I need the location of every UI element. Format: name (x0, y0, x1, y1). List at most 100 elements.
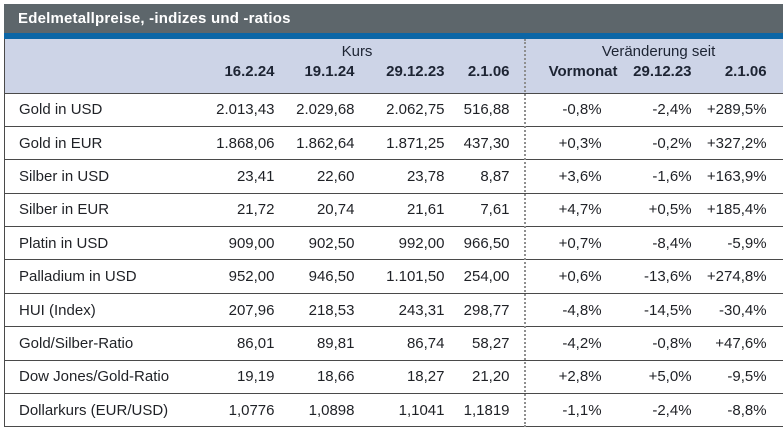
table-title: Edelmetallpreise, -indizes und -ratios (18, 10, 291, 27)
row-label: Palladium in USD (4, 259, 205, 294)
kurs-cell: 1.862,64 (274, 126, 355, 161)
change-cell: -2,4% (621, 93, 692, 127)
kurs-cell: 1,0898 (274, 393, 355, 428)
col-header-vormonat: Vormonat (529, 63, 622, 94)
kurs-cell: 992,00 (354, 226, 445, 261)
kurs-cell: 18,27 (354, 360, 445, 395)
row-spacer (509, 159, 530, 194)
group-spacer (509, 39, 530, 63)
kurs-cell: 23,41 (204, 159, 275, 194)
kurs-cell: 1,1041 (354, 393, 445, 428)
col-header-date-3: 29.12.23 (354, 63, 445, 94)
kurs-cell: 89,81 (274, 326, 355, 361)
column-header-row: 16.2.24 19.1.24 29.12.23 2.1.06 Vormonat… (4, 63, 783, 94)
kurs-cell: 909,00 (204, 226, 275, 261)
change-cell: +0,5% (621, 193, 692, 228)
table-row: Palladium in USD 952,00 946,50 1.101,50 254,… (4, 259, 783, 294)
kurs-cell: 1,0776 (204, 393, 275, 428)
kurs-cell: 298,77 (444, 293, 510, 328)
change-cell: +185,4% (691, 193, 783, 228)
change-cell: -1,6% (621, 159, 692, 194)
kurs-cell: 207,96 (204, 293, 275, 328)
change-vormonat-cell: -0,8% (529, 93, 622, 127)
table-row: Dow Jones/Gold-Ratio 19,19 18,66 18,27 21,20… (4, 360, 783, 395)
kurs-cell: 86,01 (204, 326, 275, 361)
kurs-cell: 254,00 (444, 259, 510, 294)
change-cell: +327,2% (691, 126, 783, 161)
row-spacer (509, 293, 530, 328)
kurs-cell: 21,61 (354, 193, 445, 228)
change-cell: -8,8% (691, 393, 783, 428)
group-header-kurs: Kurs (204, 39, 510, 63)
col-header-date-2: 19.1.24 (274, 63, 355, 94)
table-row: Dollarkurs (EUR/USD) 1,0776 1,0898 1,1041 1,… (4, 393, 783, 428)
row-label: Silber in EUR (4, 193, 205, 228)
kurs-cell: 437,30 (444, 126, 510, 161)
table-row: Silber in USD 23,41 22,60 23,78 8,87 +3,6% -1,… (4, 159, 783, 194)
table-body: Gold in USD 2.013,43 2.029,68 2.062,75 516,8… (4, 93, 783, 428)
kurs-cell: 19,19 (204, 360, 275, 395)
kurs-cell: 2.029,68 (274, 93, 355, 127)
group-spacer (4, 39, 205, 63)
change-cell: -13,6% (621, 259, 692, 294)
change-cell: -0,8% (621, 326, 692, 361)
change-cell: +5,0% (621, 360, 692, 395)
row-spacer (509, 226, 530, 261)
row-label: Dow Jones/Gold-Ratio (4, 360, 205, 395)
kurs-cell: 966,50 (444, 226, 510, 261)
row-spacer (509, 126, 530, 161)
table-row: HUI (Index) 207,96 218,53 243,31 298,77 -4,8%… (4, 293, 783, 328)
kurs-cell: 18,66 (274, 360, 355, 395)
change-vormonat-cell: +3,6% (529, 159, 622, 194)
table-row: Silber in EUR 21,72 20,74 21,61 7,61 +4,7% +0,… (4, 193, 783, 228)
kurs-cell: 1.871,25 (354, 126, 445, 161)
col-header-change-3: 2.1.06 (691, 63, 783, 94)
row-spacer (509, 259, 530, 294)
col-header-change-2: 29.12.23 (621, 63, 692, 94)
change-cell: -0,2% (621, 126, 692, 161)
kurs-cell: 86,74 (354, 326, 445, 361)
table-row: Gold in USD 2.013,43 2.029,68 2.062,75 516,8… (4, 93, 783, 127)
change-vormonat-cell: -4,2% (529, 326, 622, 361)
change-cell: +274,8% (691, 259, 783, 294)
kurs-cell: 58,27 (444, 326, 510, 361)
header-spacer (4, 63, 205, 94)
kurs-cell: 1.868,06 (204, 126, 275, 161)
change-cell: -5,9% (691, 226, 783, 261)
row-label: Dollarkurs (EUR/USD) (4, 393, 205, 428)
kurs-cell: 902,50 (274, 226, 355, 261)
header-spacer (509, 63, 530, 94)
change-vormonat-cell: +0,7% (529, 226, 622, 261)
accent-rule (4, 33, 783, 39)
kurs-cell: 22,60 (274, 159, 355, 194)
table-row: Platin in USD 909,00 902,50 992,00 966,50 +0,… (4, 226, 783, 261)
change-vormonat-cell: +2,8% (529, 360, 622, 395)
kurs-cell: 516,88 (444, 93, 510, 127)
row-spacer (509, 326, 530, 361)
kurs-cell: 20,74 (274, 193, 355, 228)
row-spacer (509, 360, 530, 395)
row-spacer (509, 193, 530, 228)
row-label: Gold in EUR (4, 126, 205, 161)
row-label: Gold in USD (4, 93, 205, 127)
row-label: Platin in USD (4, 226, 205, 261)
change-cell: -30,4% (691, 293, 783, 328)
kurs-cell: 21,72 (204, 193, 275, 228)
change-cell: -2,4% (621, 393, 692, 428)
col-header-date-4: 2.1.06 (444, 63, 510, 94)
row-label: HUI (Index) (4, 293, 205, 328)
kurs-cell: 8,87 (444, 159, 510, 194)
change-vormonat-cell: +4,7% (529, 193, 622, 228)
column-group-row: Kurs Veränderung seit (4, 39, 783, 63)
change-cell: -14,5% (621, 293, 692, 328)
kurs-cell: 243,31 (354, 293, 445, 328)
kurs-cell: 946,50 (274, 259, 355, 294)
change-cell: -9,5% (691, 360, 783, 395)
row-spacer (509, 393, 530, 428)
change-cell: +289,5% (691, 93, 783, 127)
kurs-cell: 218,53 (274, 293, 355, 328)
change-vormonat-cell: +0,3% (529, 126, 622, 161)
kurs-cell: 23,78 (354, 159, 445, 194)
kurs-cell: 7,61 (444, 193, 510, 228)
change-cell: -8,4% (621, 226, 692, 261)
